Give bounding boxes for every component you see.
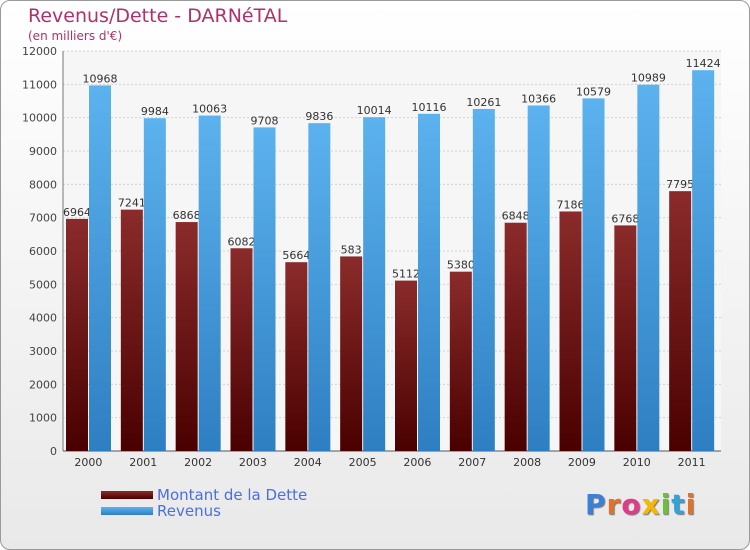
chart-title: Revenus/Dette - DARNéTAL [28, 5, 288, 27]
x-tick-label: 2011 [678, 456, 706, 469]
debt-data-label: 7241 [118, 197, 146, 210]
debt-data-label: 6868 [173, 209, 201, 222]
debt-data-label: 6768 [611, 212, 639, 225]
debt-data-label: 6848 [502, 210, 530, 223]
debt-bar [559, 211, 582, 451]
revenue-bar [637, 84, 660, 451]
debt-data-label: 7795 [666, 178, 694, 191]
y-tick-label: 4000 [29, 312, 57, 325]
x-tick-label: 2003 [239, 456, 267, 469]
revenue-bar [527, 105, 550, 451]
y-tick-label: 2000 [29, 378, 57, 391]
y-tick-label: 1000 [29, 412, 57, 425]
debt-bar [504, 222, 527, 451]
legend-item-debt: Montant de la Dette [101, 486, 308, 504]
debt-bar [175, 222, 198, 451]
revenue-bar [582, 98, 605, 451]
revenue-bar [418, 113, 440, 452]
x-tick-label: 2005 [349, 456, 377, 469]
debt-bar [614, 225, 637, 451]
legend-label-revenue: Revenus [157, 502, 221, 520]
revenue-data-label: 10968 [83, 72, 118, 85]
y-tick-label: 9000 [29, 145, 57, 158]
revenue-data-label: 9984 [141, 105, 169, 118]
legend-item-revenue: Revenus [101, 502, 307, 520]
legend: Montant de la Dette Revenus [101, 486, 308, 520]
y-tick-label: 5000 [29, 278, 57, 291]
debt-data-label: 7186 [557, 198, 585, 211]
logo-letter: P [585, 488, 607, 521]
debt-data-label: 583 [341, 243, 362, 256]
x-tick-label: 2001 [129, 456, 157, 469]
x-tick-label: 2009 [568, 456, 596, 469]
revenue-bar [253, 127, 276, 452]
revenue-bar [363, 117, 386, 451]
revenue-bar [308, 123, 331, 451]
logo-letter: t [671, 488, 686, 521]
logo-letter: x [641, 488, 661, 521]
debt-data-label: 5112 [392, 268, 420, 281]
logo-letter: i [685, 488, 697, 521]
revenue-data-label: 10014 [357, 104, 392, 117]
debt-bar [669, 191, 692, 451]
x-tick-label: 2004 [294, 456, 322, 469]
legend-swatch-revenue [101, 507, 153, 515]
revenue-data-label: 9836 [305, 110, 333, 123]
debt-bar [120, 209, 143, 451]
revenue-data-label: 10989 [631, 72, 666, 85]
revenue-data-label: 10261 [466, 96, 501, 109]
y-tick-label: 10000 [22, 112, 57, 125]
revenue-data-label: 10063 [192, 103, 227, 116]
revenue-data-label: 10579 [576, 85, 611, 98]
revenue-data-label: 11424 [686, 57, 721, 70]
debt-data-label: 5380 [447, 259, 475, 272]
revenue-data-label: 10116 [412, 101, 447, 114]
logo-letter: r [606, 488, 622, 521]
debt-data-label: 6964 [63, 206, 91, 219]
x-tick-label: 2008 [513, 456, 541, 469]
revenue-bar [89, 85, 111, 452]
x-tick-label: 2010 [623, 456, 651, 469]
y-tick-label: 6000 [29, 245, 57, 258]
revenue-bar [198, 115, 221, 452]
debt-bar [230, 248, 253, 451]
x-tick-label: 2002 [184, 456, 212, 469]
debt-data-label: 5664 [282, 249, 310, 262]
y-tick-label: 12000 [22, 45, 57, 58]
y-tick-label: 3000 [29, 345, 57, 358]
proxiti-logo: Proxiti [585, 488, 696, 521]
y-tick-label: 0 [50, 445, 57, 458]
debt-bar [66, 218, 88, 451]
y-tick-label: 8000 [29, 178, 57, 191]
revenue-data-label: 10366 [521, 92, 556, 105]
revenue-data-label: 9708 [251, 114, 279, 127]
y-tick-label: 11000 [22, 78, 57, 91]
debt-bar [340, 256, 363, 451]
debt-bar [285, 262, 308, 451]
legend-label-debt: Montant de la Dette [157, 486, 308, 504]
x-tick-label: 2006 [403, 456, 431, 469]
revenue-bar [692, 70, 715, 451]
debt-data-label: 6082 [228, 235, 256, 248]
y-tick-label: 7000 [29, 212, 57, 225]
legend-swatch-debt [101, 491, 153, 499]
debt-bar [395, 280, 417, 451]
revenue-bar [472, 108, 495, 451]
chart-subtitle: (en milliers d'€) [28, 29, 123, 43]
debt-bar [449, 271, 472, 451]
logo-letter: o [621, 488, 642, 521]
x-tick-label: 2000 [74, 456, 102, 469]
x-tick-label: 2007 [458, 456, 486, 469]
logo-letter: i [660, 488, 672, 521]
revenue-bar [143, 118, 166, 451]
